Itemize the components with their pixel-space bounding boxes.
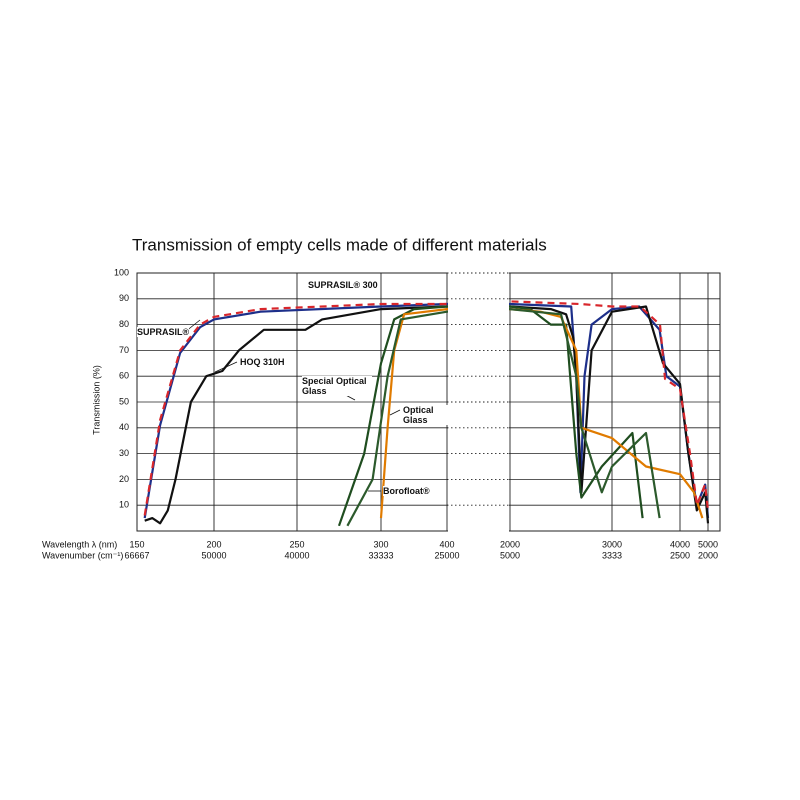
secondary-x-tick-label: 66667 xyxy=(124,550,149,560)
y-tick-label: 80 xyxy=(119,319,129,329)
secondary-x-axis-label: Wavenumber (cm⁻¹) xyxy=(42,550,123,560)
secondary-x-tick-label: 3333 xyxy=(602,550,622,560)
secondary-x-tick-label: 33333 xyxy=(368,550,393,560)
x-tick-label: 200 xyxy=(206,539,221,549)
x-tick-label: 2000 xyxy=(500,539,520,549)
y-tick-label: 100 xyxy=(114,267,129,277)
x-tick-label: 150 xyxy=(129,539,144,549)
series-line xyxy=(143,300,710,516)
series-line xyxy=(337,305,644,527)
secondary-x-tick-label: 5000 xyxy=(500,550,520,560)
series-label: SUPRASIL® 300 xyxy=(308,280,378,290)
y-tick-label: 20 xyxy=(119,474,129,484)
x-tick-label: 250 xyxy=(289,539,304,549)
series-label: Special Optical Glass xyxy=(302,376,372,396)
secondary-x-tick-label: 2500 xyxy=(670,550,690,560)
series-label: HOQ 310H xyxy=(240,357,285,367)
chart-title: Transmission of empty cells made of diff… xyxy=(132,235,547,254)
secondary-x-tick-label: 40000 xyxy=(284,550,309,560)
leader-line xyxy=(389,409,401,416)
x-axis-label: Wavelength λ (nm) xyxy=(42,539,117,549)
y-tick-label: 50 xyxy=(119,396,129,406)
y-tick-label: 60 xyxy=(119,371,129,381)
plot-frame xyxy=(136,272,721,532)
series-label: Borofloat® xyxy=(383,486,430,496)
series-line xyxy=(346,308,661,527)
axis-break xyxy=(448,272,509,532)
secondary-x-tick-label: 50000 xyxy=(201,550,226,560)
y-tick-label: 70 xyxy=(119,345,129,355)
secondary-x-tick-label: 2000 xyxy=(698,550,718,560)
y-tick-label: 30 xyxy=(119,448,129,458)
y-tick-label: 90 xyxy=(119,293,129,303)
y-axis-label: Transmission (%) xyxy=(91,365,101,435)
x-tick-label: 5000 xyxy=(698,539,718,549)
series-label: SUPRASIL® xyxy=(137,327,190,337)
x-tick-label: 3000 xyxy=(602,539,622,549)
secondary-x-tick-label: 25000 xyxy=(434,550,459,560)
x-tick-label: 4000 xyxy=(670,539,690,549)
y-tick-label: 10 xyxy=(119,500,129,510)
y-tick-label: 40 xyxy=(119,422,129,432)
x-tick-label: 400 xyxy=(439,539,454,549)
x-tick-label: 300 xyxy=(373,539,388,549)
series-label: Optical Glass xyxy=(403,405,453,425)
leader-line xyxy=(214,361,238,373)
